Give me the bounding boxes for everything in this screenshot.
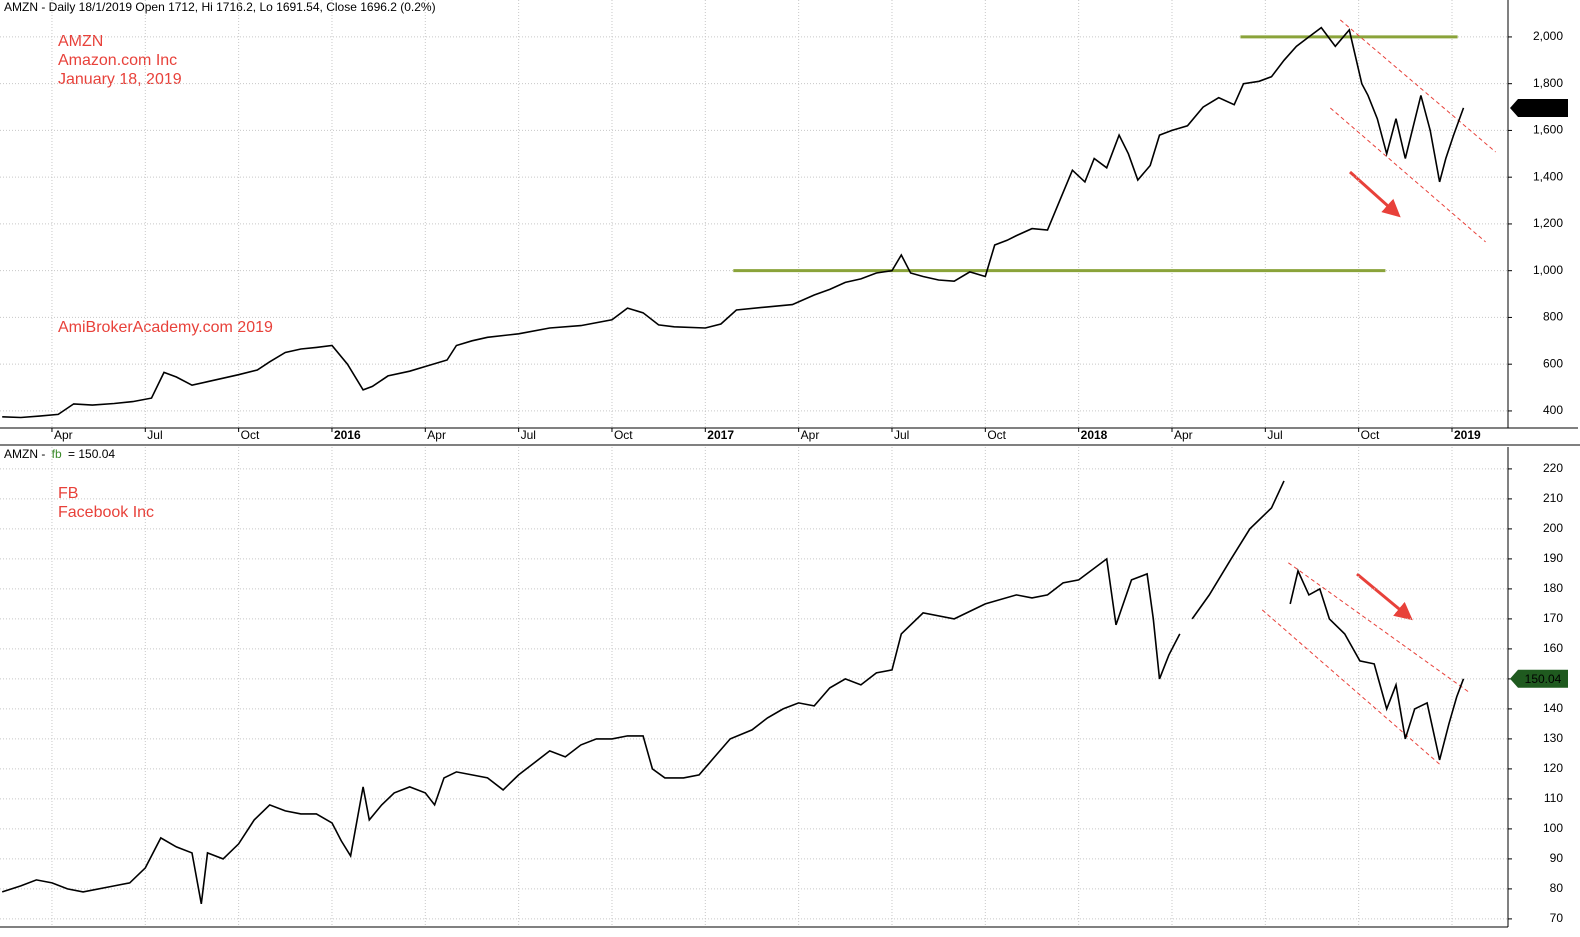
y-tick-label: 1,800 xyxy=(1533,76,1563,90)
y-tick-label: 120 xyxy=(1543,761,1563,775)
y-tick-label: 140 xyxy=(1543,701,1563,715)
y-tick-label: 2,000 xyxy=(1533,29,1563,43)
y-tick-label: 100 xyxy=(1543,821,1563,835)
title-part: = 150.04 xyxy=(68,447,115,461)
y-tick-label: 1,600 xyxy=(1533,123,1563,137)
x-tick-label: Apr xyxy=(801,428,820,442)
channel-line xyxy=(1339,19,1496,153)
x-tick-label: 2016 xyxy=(334,428,361,442)
y-tick-label: 180 xyxy=(1543,581,1563,595)
y-tick-label: 1,400 xyxy=(1533,169,1563,183)
x-tick-label: Apr xyxy=(54,428,73,442)
last-price-box xyxy=(1510,98,1568,117)
y-tick-label: 400 xyxy=(1543,403,1563,417)
y-tick-label: 1,000 xyxy=(1533,263,1563,277)
channel-line xyxy=(1330,107,1486,243)
channel-line xyxy=(1261,609,1441,766)
x-tick-label: Oct xyxy=(614,428,633,442)
y-tick-label: 1,200 xyxy=(1533,216,1563,230)
y-tick-label: 800 xyxy=(1543,310,1563,324)
y-tick-label: 190 xyxy=(1543,551,1563,565)
last-price-box xyxy=(1510,669,1568,688)
title-part: fb xyxy=(52,447,62,461)
x-tick-label: Jul xyxy=(1267,428,1282,442)
price-line xyxy=(2,26,1465,419)
x-tick-label: Oct xyxy=(1361,428,1380,442)
annotation: AmiBrokerAcademy.com 2019 xyxy=(58,319,273,336)
y-tick-label: 110 xyxy=(1544,791,1563,805)
chart-title: AMZN - fb = 150.04 xyxy=(4,447,115,461)
y-tick-label: 160 xyxy=(1543,641,1563,655)
price-line xyxy=(1,480,1465,905)
annotation: FB xyxy=(58,485,78,502)
y-tick-label: 600 xyxy=(1543,356,1563,370)
y-tick-label: 200 xyxy=(1543,521,1563,535)
x-tick-label: Jul xyxy=(521,428,536,442)
y-tick-label: 90 xyxy=(1550,851,1564,865)
chart-title: AMZN - Daily 18/1/2019 Open 1712, Hi 171… xyxy=(4,0,436,14)
x-tick-label: Apr xyxy=(427,428,446,442)
annotation: AMZN xyxy=(58,33,103,50)
x-tick-label: Apr xyxy=(1174,428,1193,442)
arrow xyxy=(1356,572,1413,621)
x-tick-label: 2019 xyxy=(1454,428,1481,442)
last-price-label: 150.04 xyxy=(1525,672,1562,686)
x-tick-label: 2017 xyxy=(707,428,734,442)
x-tick-label: Jul xyxy=(894,428,909,442)
y-tick-label: 170 xyxy=(1543,611,1563,625)
last-price-label: 1,696.2 xyxy=(1523,101,1563,115)
x-tick-label: 2018 xyxy=(1081,428,1108,442)
x-tick-label: Oct xyxy=(987,428,1006,442)
y-tick-label: 220 xyxy=(1543,461,1563,475)
x-tick-label: Oct xyxy=(241,428,260,442)
annotation: Facebook Inc xyxy=(58,504,154,521)
x-tick-label: Jul xyxy=(147,428,162,442)
y-tick-label: 210 xyxy=(1543,491,1563,505)
title-part: AMZN - xyxy=(4,447,45,461)
annotation: Amazon.com Inc xyxy=(58,52,177,69)
y-tick-label: 80 xyxy=(1550,881,1564,895)
channel-line xyxy=(1288,562,1469,693)
annotation: January 18, 2019 xyxy=(58,71,182,88)
arrow xyxy=(1348,170,1401,218)
y-tick-label: 70 xyxy=(1550,911,1564,925)
y-tick-label: 130 xyxy=(1543,731,1563,745)
